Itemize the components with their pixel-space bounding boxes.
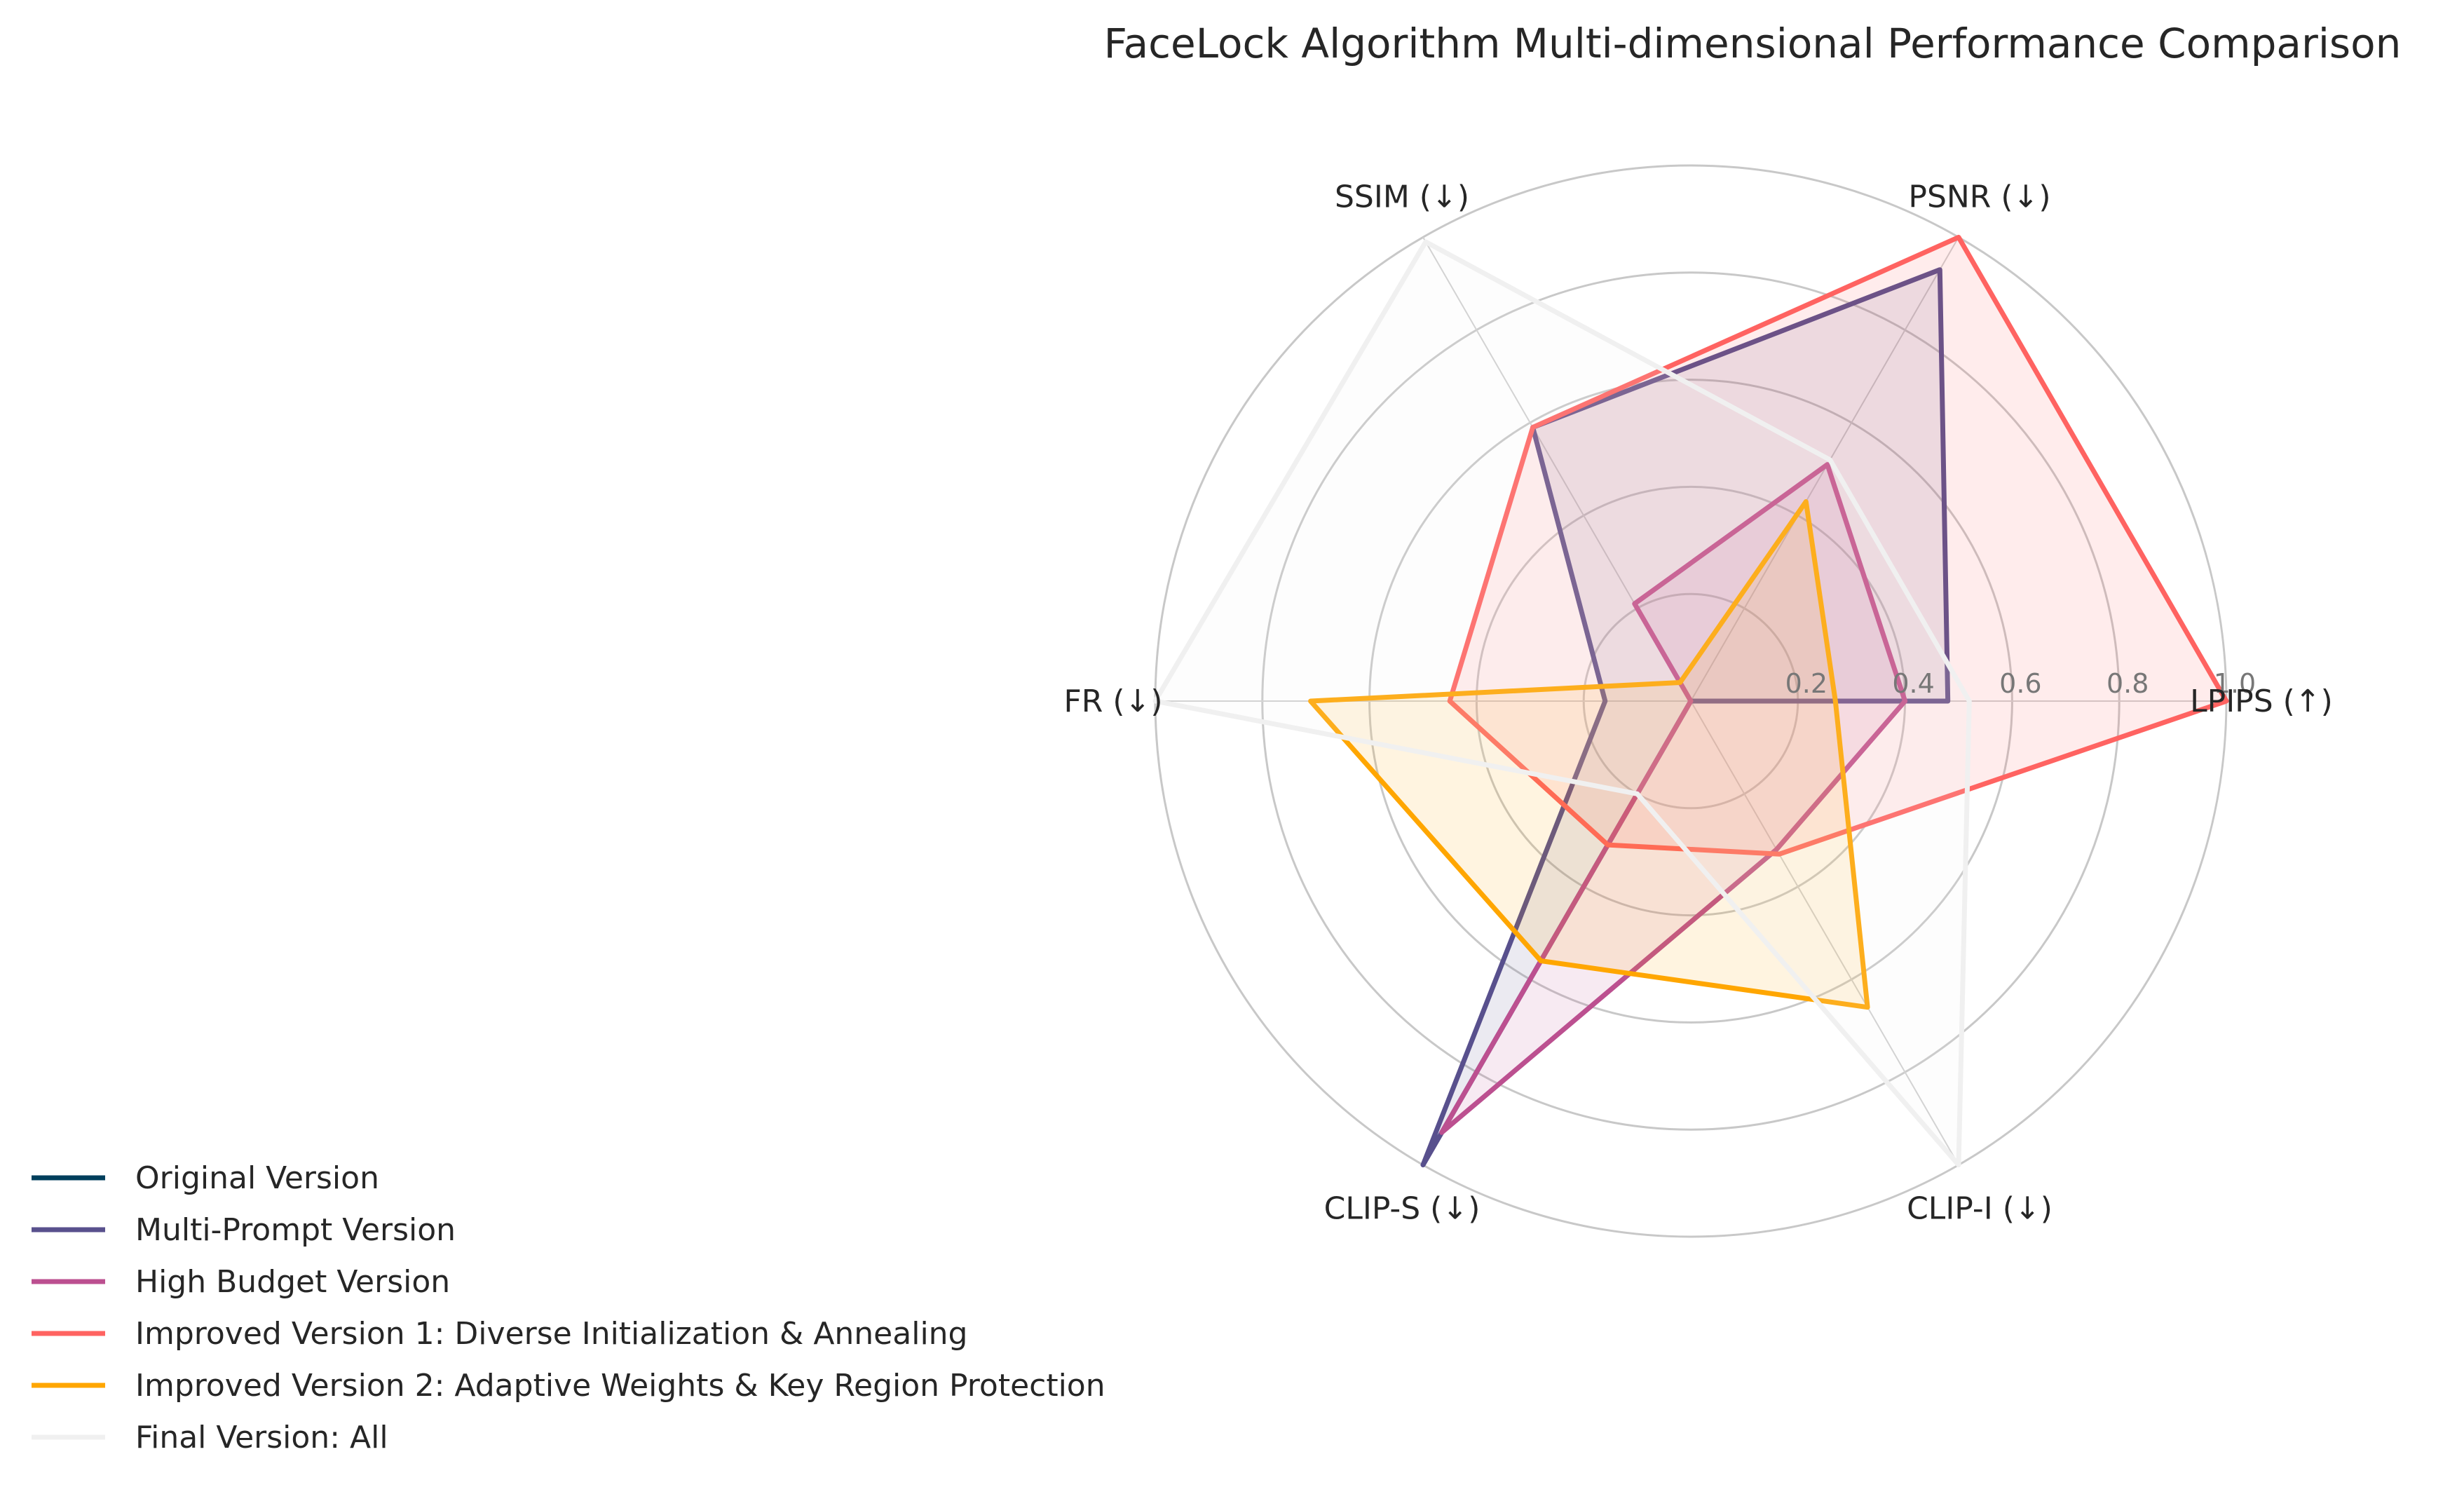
r-tick-label-4: 0.8 <box>2106 668 2149 699</box>
radial-tick-labels: 0.2 0.4 0.6 0.8 1.0 <box>1785 668 2257 699</box>
series-line-3 <box>1439 462 1908 1135</box>
legend-label-3: High Budget Version <box>135 1264 450 1300</box>
series-fill-4 <box>1450 237 2226 855</box>
chart-title: FaceLock Algorithm Multi-dimensional Per… <box>1104 20 2402 67</box>
legend-label-6: Final Version: All <box>135 1420 388 1455</box>
r-tick-label-5: 1.0 <box>2214 668 2256 699</box>
axis-label-6: CLIP-I (↓) <box>1907 1191 2053 1227</box>
legend: Original Version Multi-Prompt Version High… <box>32 1160 1105 1455</box>
legend-label-1: Original Version <box>135 1160 379 1196</box>
axis-label-4: FR (↓) <box>1063 684 1162 719</box>
axis-label-2: PSNR (↓) <box>1908 179 2050 215</box>
axis-label-3: SSIM (↓) <box>1335 179 1469 215</box>
r-tick-label-1: 0.2 <box>1785 668 1827 699</box>
legend-label-2: Multi-Prompt Version <box>135 1212 456 1248</box>
axis-label-5: CLIP-S (↓) <box>1324 1191 1481 1227</box>
series-line-6 <box>1152 239 1972 1168</box>
legend-label-4: Improved Version 1: Diverse Initializati… <box>135 1316 967 1352</box>
radar-series <box>1152 234 2229 1168</box>
grid-spoke-6 <box>1690 700 1959 1166</box>
series-fill-5 <box>1310 501 1868 1007</box>
r-tick-label-3: 0.6 <box>1999 668 2041 699</box>
series-fill-2 <box>1423 269 1948 1165</box>
series-fill-6 <box>1155 242 1970 1165</box>
axis-label-1: LPIPS (↑) <box>2190 684 2333 719</box>
series-line-4 <box>1447 234 2229 857</box>
r-tick-label-2: 0.4 <box>1892 668 1934 699</box>
series-line-5 <box>1308 499 1870 1010</box>
legend-label-5: Improved Version 2: Adaptive Weights & K… <box>135 1368 1105 1404</box>
axis-labels: LPIPS (↑) PSNR (↓) SSIM (↓) FR (↓) CLIP-S (↓… <box>1063 179 2332 1226</box>
